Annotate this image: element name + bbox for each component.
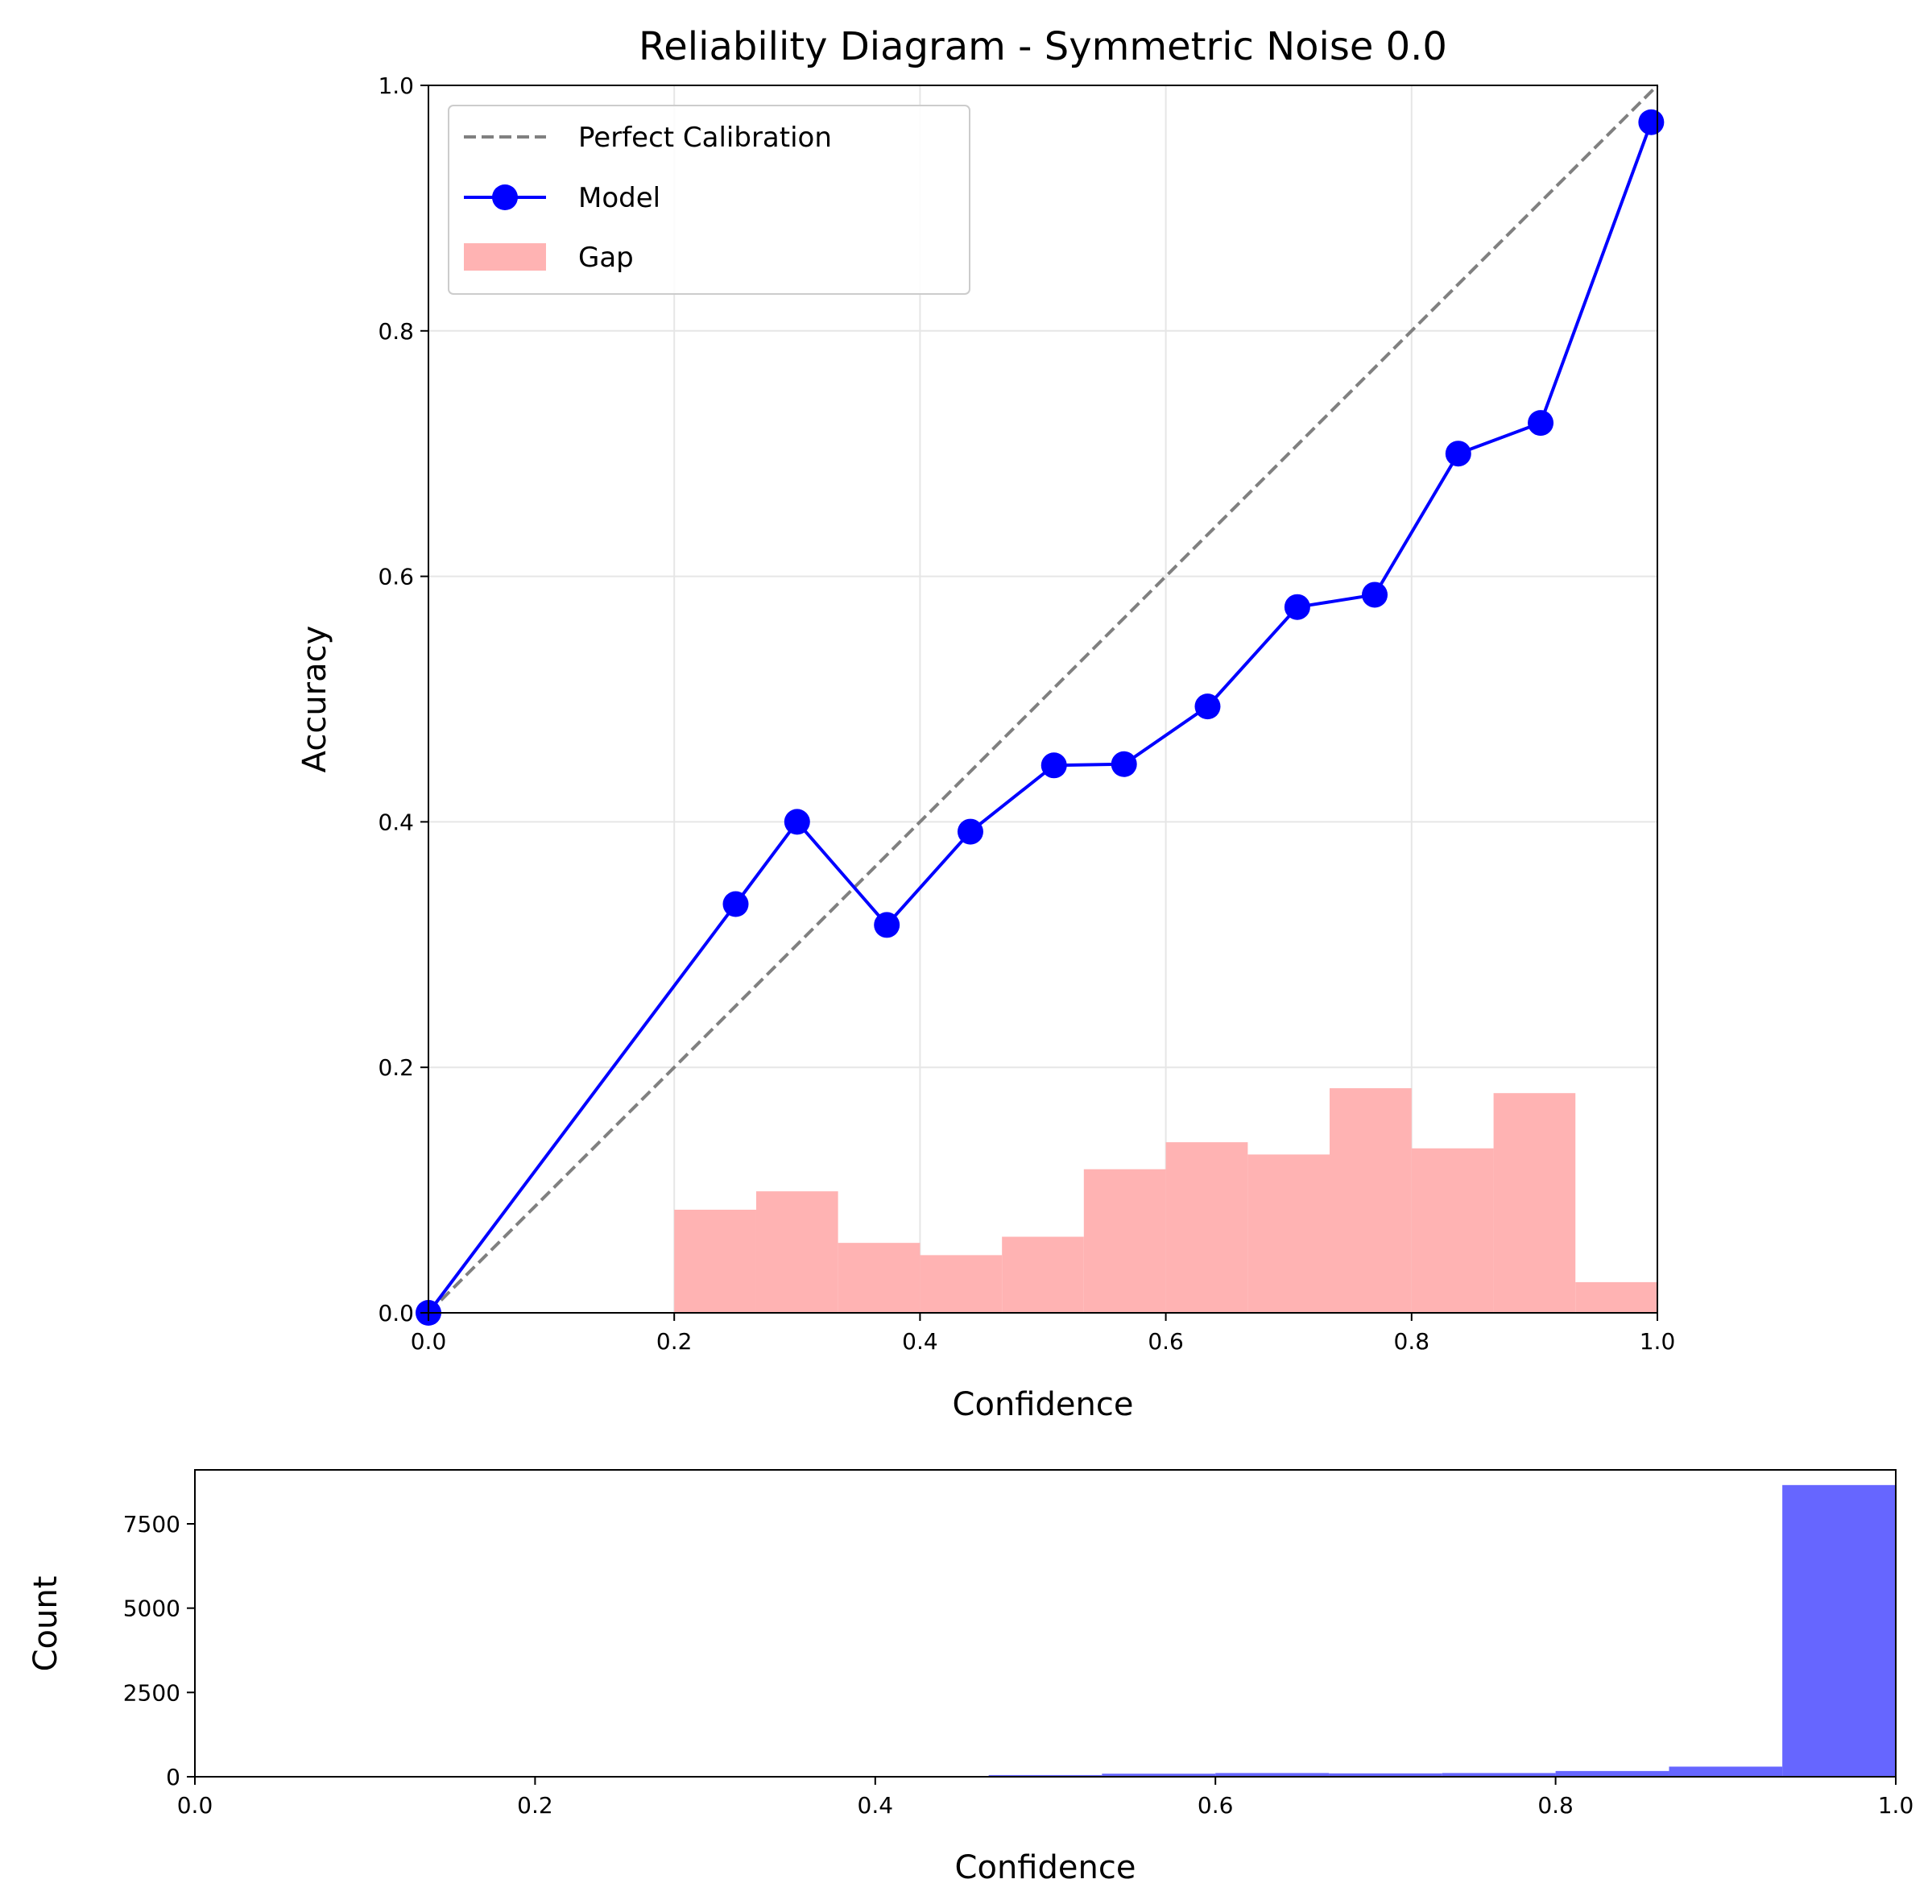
x-tick-label: 1.0 [1640,1328,1676,1355]
perfect-calibration-line-path [427,84,1659,1314]
perfect-calibration-line [427,84,1659,1314]
top-y-ticks: 0.0 0.2 0.4 0.6 0.8 1.0 [378,72,428,1327]
count-bar [1669,1766,1783,1777]
top-x-axis-label: Confidence [953,1386,1134,1423]
bottom-y-ticks: 0 2500 5000 7500 [123,1511,195,1790]
top-x-ticks: 0.0 0.2 0.4 0.6 0.8 1.0 [411,1313,1676,1355]
count-bar [988,1774,1103,1777]
y-tick-label: 0.4 [378,809,414,835]
gap-bar [1493,1093,1576,1313]
legend-gap-label: Gap [578,242,634,274]
x-tick-label: 0.0 [177,1792,213,1819]
x-tick-label: 0.6 [1198,1792,1234,1819]
gap-bars [674,1088,1657,1313]
bottom-x-axis-label: Confidence [955,1849,1136,1886]
model-point [1284,594,1310,620]
histogram-panel: 0.0 0.2 0.4 0.6 0.8 1.0 0 2500 5000 7500 Confide… [27,1469,1914,1886]
model-point [1528,410,1554,437]
legend-perfect-calibration-label: Perfect Calibration [578,122,832,154]
y-tick-label: 0.0 [378,1300,414,1327]
count-bar [1329,1773,1442,1777]
gap-bar [755,1191,838,1313]
model-point [1040,752,1067,779]
model-point [957,818,983,845]
bottom-plot-frame [194,1469,1897,1778]
gap-bar [1411,1148,1494,1313]
model-point [722,891,749,917]
reliability-panel: Reliability Diagram - Symmetric Noise 0.… [296,24,1675,1423]
gap-bar [1165,1142,1248,1313]
gap-bar [920,1255,1003,1313]
gap-bar [838,1243,920,1313]
x-tick-label: 0.8 [1537,1792,1574,1819]
gap-bar [1575,1281,1657,1313]
model-series [416,109,1665,1326]
y-tick-label: 0.8 [378,318,414,345]
top-y-axis-label: Accuracy [296,626,333,773]
y-tick-label: 0.6 [378,564,414,590]
legend-frame [448,105,970,295]
model-point [1638,109,1665,135]
count-bar [1215,1773,1330,1777]
y-tick-label: 0.2 [378,1054,414,1081]
gap-bar [1330,1088,1412,1313]
x-tick-label: 0.2 [656,1328,693,1355]
model-point [1362,582,1388,608]
y-tick-label: 5000 [123,1596,180,1622]
count-bar [1102,1774,1216,1777]
gap-bar [1002,1236,1084,1313]
legend: Perfect Calibration Model Gap [448,105,970,295]
model-point [1194,693,1221,720]
model-point [874,912,900,938]
x-tick-label: 0.0 [411,1328,447,1355]
y-tick-label: 7500 [123,1511,180,1538]
bottom-x-ticks: 0.0 0.2 0.4 0.6 0.8 1.0 [177,1777,1914,1819]
count-bars [535,1484,1896,1777]
x-tick-label: 0.4 [858,1792,894,1819]
legend-gap-swatch [464,243,546,271]
count-bar [1782,1484,1896,1777]
y-tick-label: 2500 [123,1679,180,1706]
count-bar [1555,1770,1669,1777]
bottom-y-axis-label: Count [27,1576,64,1672]
legend-model-label: Model [578,182,660,214]
y-tick-label: 1.0 [378,72,414,99]
model-point [784,809,810,835]
model-point [1445,441,1471,467]
gap-bar [1083,1169,1166,1313]
x-tick-label: 1.0 [1878,1792,1914,1819]
chart-title: Reliability Diagram - Symmetric Noise 0.… [639,24,1447,69]
x-tick-label: 0.2 [517,1792,553,1819]
count-bar [1442,1773,1556,1777]
y-tick-label: 0 [166,1764,180,1790]
top-plot-frame [428,85,1658,1314]
model-line [427,122,1653,1314]
x-tick-label: 0.8 [1394,1328,1430,1355]
gap-bar [674,1209,756,1313]
model-point [1111,751,1137,777]
x-tick-label: 0.4 [902,1328,938,1355]
legend-model-marker [492,184,518,210]
gap-bar [1247,1154,1330,1313]
x-tick-label: 0.6 [1148,1328,1184,1355]
